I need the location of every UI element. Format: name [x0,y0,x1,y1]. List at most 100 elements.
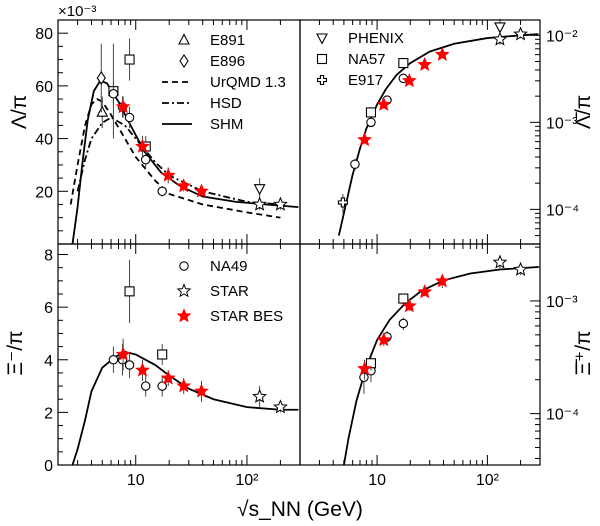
legend-label: HSD [210,95,242,112]
y-tick-label: 80 [35,26,53,43]
curve-solid [71,350,299,465]
panel-top-left: 20 40 60 80 Λ/π ×10⁻³ [8,3,301,245]
legend-label: SHM [210,116,243,133]
legend-marker-triangle [178,33,190,45]
legend-label: E891 [210,32,245,49]
plot-area-bottom-right: 10 10² 10⁻⁴ 10⁻³ [299,244,579,489]
marker-circle [366,117,376,128]
y-tick-label: 2 [44,405,53,422]
x-tick-label: 10 [368,472,386,489]
marker-star [273,196,288,211]
data-points [337,18,528,214]
y-tick-label: 10⁻³ [546,115,578,132]
marker-star-red [135,362,150,377]
marker-star-red [160,370,176,385]
frame-bottom-right [299,243,541,466]
curve-solid [71,79,299,244]
marker-circle [124,360,135,370]
marker-star-red [194,383,209,398]
y-ticks [58,254,68,466]
y-tick-label: 60 [35,79,53,96]
marker-star-red [376,96,392,111]
y-tick-label: 10⁻² [546,28,578,45]
marker-circle [157,186,167,197]
y-tick-label: 6 [44,300,53,317]
marker-square [365,358,377,369]
marker-star-red [434,273,450,288]
marker-diamond [96,70,106,85]
curves [69,79,299,244]
marker-inverted-triangle [494,22,506,34]
frame-bottom-left [57,243,301,466]
marker-star-red [401,298,417,313]
marker-star-red [194,183,209,198]
legend-marker-diamond [179,54,189,68]
marker-star [273,399,288,414]
legend-bottom-left: NA49 STAR STAR BES [176,258,283,325]
multiplier-label: ×10⁻³ [58,3,96,20]
marker-circle [359,372,369,383]
marker-star-red [357,132,372,147]
plot-area-top-right: 10⁻⁴ 10⁻³ 10⁻² [299,18,579,245]
panel-bottom-left: 10 10² 0 2 4 6 8 Ξ⁻/π [4,243,301,489]
x-tick-label: 10² [476,472,500,489]
x-tick-label: 10² [235,472,259,489]
marker-cross [337,197,348,208]
marker-star-red [135,138,150,153]
y-tick-label: 10⁻⁴ [546,202,579,219]
marker-star-red [417,284,433,299]
legend-label: NA57 [348,51,386,68]
legend-label: STAR BES [210,308,283,325]
marker-star-red [417,56,433,71]
marker-star-red [176,378,192,393]
marker-star [492,31,508,46]
panel-bottom-right: 10 10² 10⁻⁴ 10⁻³ Ξ̄⁺/π [299,243,595,489]
y-tick-label: 0 [44,458,53,475]
curves [343,266,539,465]
y-axis-title-bottom-left: Ξ⁻/π [4,330,27,375]
legend-marker-star-red [176,308,192,323]
curves [71,350,299,465]
y-ticks [530,246,540,459]
curve-dashed [69,97,281,219]
y-tick-label: 20 [35,184,53,201]
marker-circle [108,89,119,99]
marker-circle [140,154,151,165]
marker-inverted-triangle [253,184,266,196]
x-ticks [299,244,541,465]
marker-square [398,58,409,69]
marker-star-red [115,346,131,361]
legend-marker-circle [179,261,189,271]
y-axis-title-top-left: Λ/π [8,95,31,129]
data-points [96,38,288,211]
y-tick-label: 10⁻³ [546,294,578,311]
marker-circle [140,381,151,391]
plot-area-top-left: 20 40 60 80 [35,19,301,245]
marker-circle [124,112,135,123]
marker-star-red [176,178,192,193]
marker-star [492,254,508,269]
marker-circle [350,159,360,169]
legend-label: STAR [210,283,249,300]
marker-circle [108,355,119,365]
y-tick-label: 4 [44,353,53,370]
marker-star-red [376,332,392,347]
frame-top-right [299,19,541,245]
curve-dashdot [76,116,281,206]
marker-square [398,293,409,304]
y-tick-label: 40 [35,132,53,149]
x-tick-label: 10 [127,472,145,489]
legend-marker-cross [316,74,328,86]
marker-circle [398,318,409,329]
y-ticks [58,19,68,245]
panel-top-right: 10⁻⁴ 10⁻³ 10⁻² Λ̄/π [299,18,595,245]
marker-star-red [434,46,450,61]
data-points [108,259,288,414]
marker-star-red [401,73,417,88]
marker-star-red [357,360,372,376]
marker-star [513,261,528,276]
x-axis-title: √s_NN (GeV) [237,498,363,521]
legend-marker-inverted-triangle [316,33,328,45]
data-points [357,254,528,394]
